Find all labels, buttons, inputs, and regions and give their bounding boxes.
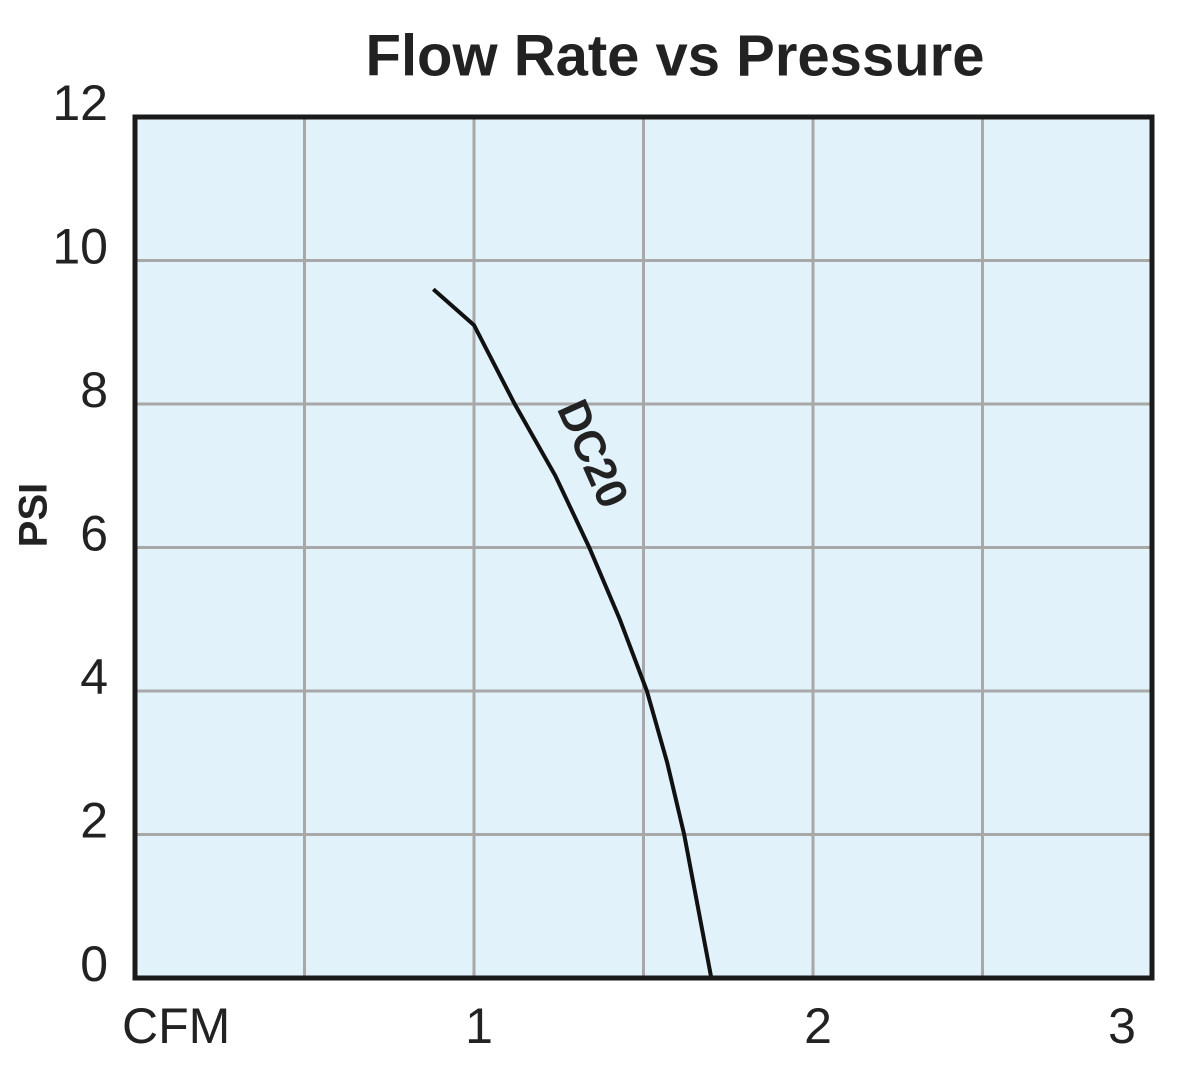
y-tick-label: 4 [80, 649, 108, 705]
y-tick-label: 10 [52, 219, 108, 275]
y-axis-label: PSI [12, 483, 56, 547]
y-tick-label: 0 [80, 936, 108, 992]
x-tick-label: CFM [122, 998, 230, 1054]
y-tick-label: 6 [80, 506, 108, 562]
x-tick-label: 2 [804, 998, 832, 1054]
y-tick-label: 2 [80, 793, 108, 849]
y-tick-label: 8 [80, 362, 108, 418]
y-tick-label: 12 [52, 75, 108, 131]
x-tick-label: 3 [1108, 998, 1136, 1054]
data-line [431, 287, 714, 979]
chart-title: Flow Rate vs Pressure [366, 23, 985, 88]
plot-border [132, 114, 1155, 981]
x-tick-label: 1 [465, 998, 493, 1054]
